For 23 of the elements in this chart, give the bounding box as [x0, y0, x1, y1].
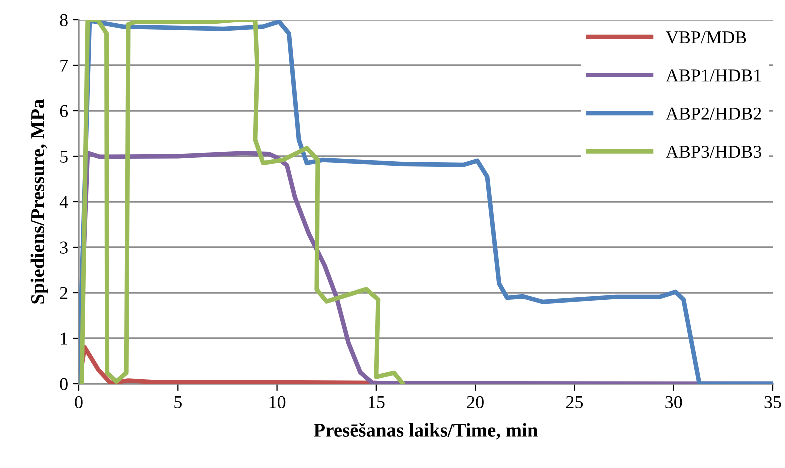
y-tick-label: 8 [60, 14, 68, 26]
y-axis-title: Spiediens/Pressure, MPa [30, 99, 48, 304]
y-tick-label: 3 [60, 242, 68, 254]
y-tick-label: 5 [60, 150, 68, 163]
x-tick-label: 35 [764, 396, 782, 409]
y-tick-label: 2 [60, 287, 68, 300]
x-tick-label: 20 [467, 396, 484, 409]
x-tick-label: 0 [75, 396, 83, 409]
x-tick-label: 30 [666, 396, 682, 409]
y-tick-label: 0 [60, 378, 68, 390]
legend-label: ABP3/HDB3 [666, 146, 762, 158]
legend-label: VBP/MDB [666, 32, 746, 44]
y-tick-label: 6 [60, 105, 68, 118]
x-tick-label: 25 [566, 396, 584, 409]
y-tick-label: 7 [60, 60, 68, 72]
y-tick-label: 4 [60, 196, 68, 208]
x-tick-label: 5 [174, 396, 182, 409]
x-axis-title: Presēšanas laiks/Time, min [314, 423, 538, 440]
legend-label: ABP1/HDB1 [666, 70, 762, 82]
legend-label: ABP2/HDB2 [666, 108, 762, 120]
y-tick-label: 1 [61, 332, 68, 345]
x-tick-label: 10 [270, 396, 286, 409]
x-tick-label: 15 [368, 396, 385, 409]
